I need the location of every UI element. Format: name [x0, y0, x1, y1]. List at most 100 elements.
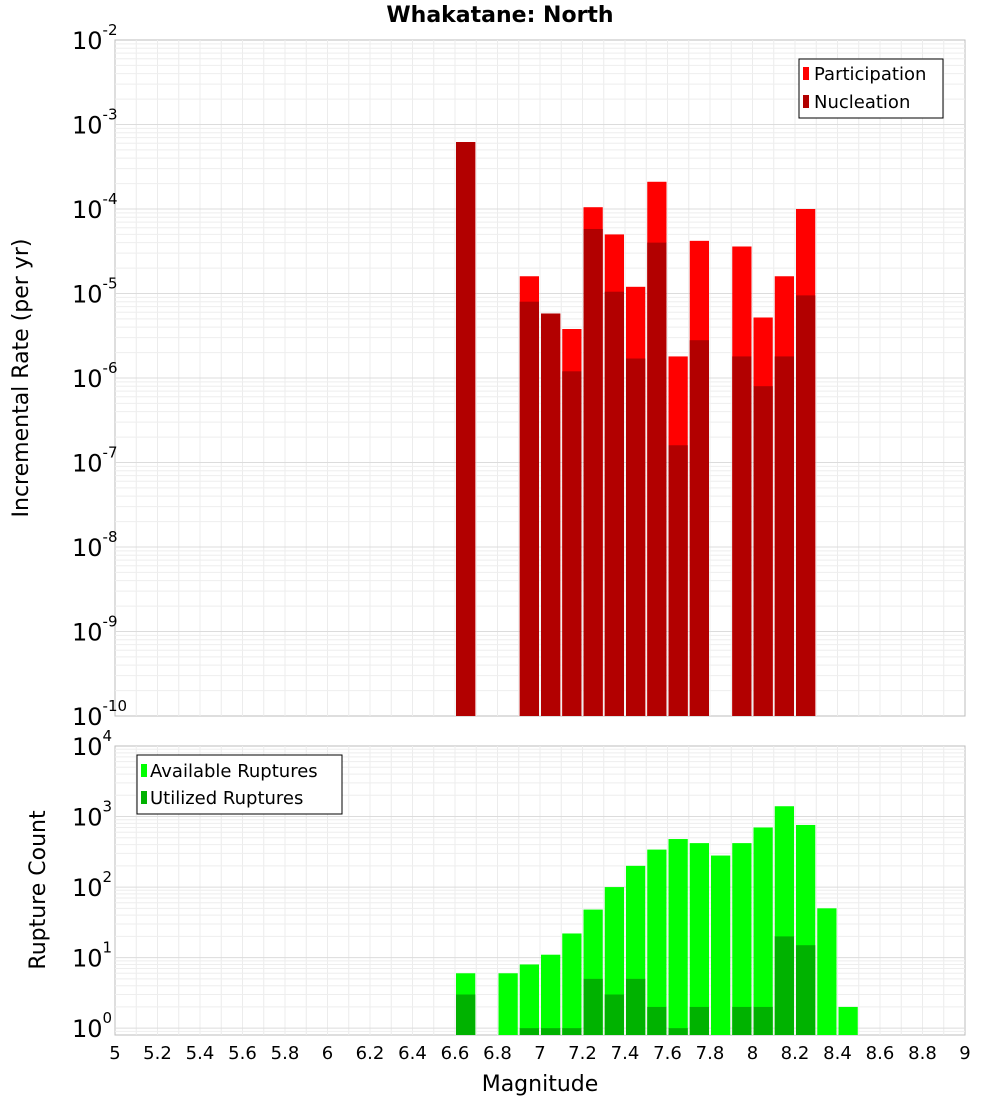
x-tick-label: 5.8 [271, 1043, 300, 1064]
x-tick-label: 9 [959, 1043, 970, 1064]
x-tick-label: 5.6 [228, 1043, 257, 1064]
bottom-y-axis-label: Rupture Count [26, 810, 51, 970]
x-tick-labels: 5 5.2 5.4 5.6 5.8 6 6.2 6.4 6.6 6.8 7 7.2 7.4 7.6 7.8 8… [109, 1043, 970, 1064]
x-tick-label: 5.4 [186, 1043, 215, 1064]
bottom-y-tick-base: 10 [72, 1015, 103, 1043]
x-tick-label: 5.2 [143, 1043, 172, 1064]
top-y-axis-label: Incremental Rate (per yr) [9, 239, 34, 518]
available-bar [668, 839, 688, 1035]
nucleation-bar [796, 295, 816, 716]
top-y-tick-exp: -7 [103, 444, 118, 462]
nucleation-bar [626, 358, 646, 716]
bottom-y-tick-base: 10 [72, 733, 103, 761]
nucleation-bar [541, 313, 561, 716]
top-y-tick-label: 10-2 [72, 21, 118, 55]
bottom-y-tick-exp: 2 [103, 868, 113, 886]
utilized-bar [626, 978, 646, 1035]
x-tick-label: 6 [322, 1043, 333, 1064]
top-y-tick-base: 10 [72, 112, 103, 140]
bottom-y-tick-label: 102 [72, 868, 112, 902]
utilized-bar [753, 1006, 773, 1035]
top-y-tick-base: 10 [72, 450, 103, 478]
x-tick-label: 8 [747, 1043, 758, 1064]
top-y-tick-exp: -5 [103, 275, 118, 293]
x-tick-label: 8.2 [781, 1043, 810, 1064]
top-y-tick-exp: -6 [103, 359, 118, 377]
x-tick-label: 8.6 [866, 1043, 895, 1064]
top-y-tick-label: 10-9 [72, 613, 118, 647]
top-bars [456, 142, 816, 717]
available-bar [519, 964, 539, 1035]
top-grid [115, 40, 965, 716]
nucleation-bar [647, 242, 667, 717]
nucleation-bar [583, 228, 603, 716]
x-tick-label: 6.4 [398, 1043, 427, 1064]
available-bar [689, 843, 709, 1035]
x-tick-label: 7.2 [568, 1043, 597, 1064]
nucleation-bar [668, 445, 688, 716]
x-tick-label: 7.8 [696, 1043, 725, 1064]
x-axis-label: Magnitude [482, 1072, 599, 1097]
available-bar [817, 908, 837, 1035]
top-y-tick-label: 10-5 [72, 275, 118, 309]
nucleation-legend-label: Nucleation [814, 92, 910, 113]
nucleation-legend-swatch [803, 95, 809, 108]
available-bar [498, 973, 518, 1035]
x-tick-label: 7.4 [611, 1043, 640, 1064]
top-y-tick-base: 10 [72, 365, 103, 393]
participation-legend-label: Participation [814, 64, 926, 85]
nucleation-bar [774, 356, 794, 716]
top-y-tick-exp: -8 [103, 528, 118, 546]
nucleation-bar [562, 371, 582, 716]
available-bar [732, 843, 752, 1035]
chart-title: Whakatane: North [386, 3, 613, 28]
top-y-tick-label: 10-4 [72, 190, 118, 224]
x-tick-label: 7 [534, 1043, 545, 1064]
top-legend-box [798, 58, 944, 119]
available-bar [647, 849, 667, 1035]
x-tick-label: 8.4 [823, 1043, 852, 1064]
bottom-y-tick-label: 100 [72, 1009, 112, 1043]
utilized-bar [604, 994, 624, 1035]
nucleation-bar [456, 142, 476, 716]
x-tick-label: 6.2 [356, 1043, 385, 1064]
utilized-bar [668, 1028, 688, 1035]
bottom-y-tick-base: 10 [72, 874, 103, 902]
utilized-legend-label: Utilized Ruptures [150, 788, 303, 809]
x-tick-label: 6.8 [483, 1043, 512, 1064]
utilized-bar [541, 1028, 561, 1035]
top-y-tick-base: 10 [72, 619, 103, 647]
bottom-legend: Available Ruptures Utilized Ruptures [136, 754, 343, 815]
x-tick-label: 6.6 [441, 1043, 470, 1064]
available-bar [541, 954, 561, 1035]
utilized-bar [456, 994, 476, 1035]
available-bar [562, 933, 582, 1035]
top-y-tick-base: 10 [72, 281, 103, 309]
bottom-y-tick-exp: 0 [103, 1009, 113, 1027]
top-y-tick-base: 10 [72, 196, 103, 224]
bottom-y-tick-label: 104 [72, 727, 112, 761]
bottom-y-tick-label: 101 [72, 939, 112, 973]
nucleation-bar [689, 340, 709, 716]
nucleation-bar [753, 386, 773, 716]
top-y-tick-exp: -3 [103, 106, 118, 124]
bottom-legend-box [136, 754, 343, 815]
utilized-bar [562, 1028, 582, 1035]
top-y-tick-exp: -10 [103, 697, 128, 715]
participation-legend-swatch [803, 67, 809, 80]
top-y-tick-label: 10-3 [72, 106, 118, 140]
nucleation-bar [732, 356, 752, 716]
x-tick-label: 5 [109, 1043, 120, 1064]
utilized-bar [732, 1006, 752, 1035]
bottom-y-tick-exp: 4 [103, 727, 113, 745]
bottom-y-tick-exp: 3 [103, 798, 113, 816]
utilized-bar [774, 936, 794, 1035]
available-bar [838, 1006, 858, 1035]
top-y-tick-base: 10 [72, 703, 103, 731]
utilized-bar [689, 1006, 709, 1035]
bottom-y-tick-exp: 1 [103, 939, 113, 957]
top-y-tick-base: 10 [72, 27, 103, 55]
top-y-tick-exp: -4 [103, 190, 118, 208]
top-y-tick-label: 10-8 [72, 528, 118, 562]
